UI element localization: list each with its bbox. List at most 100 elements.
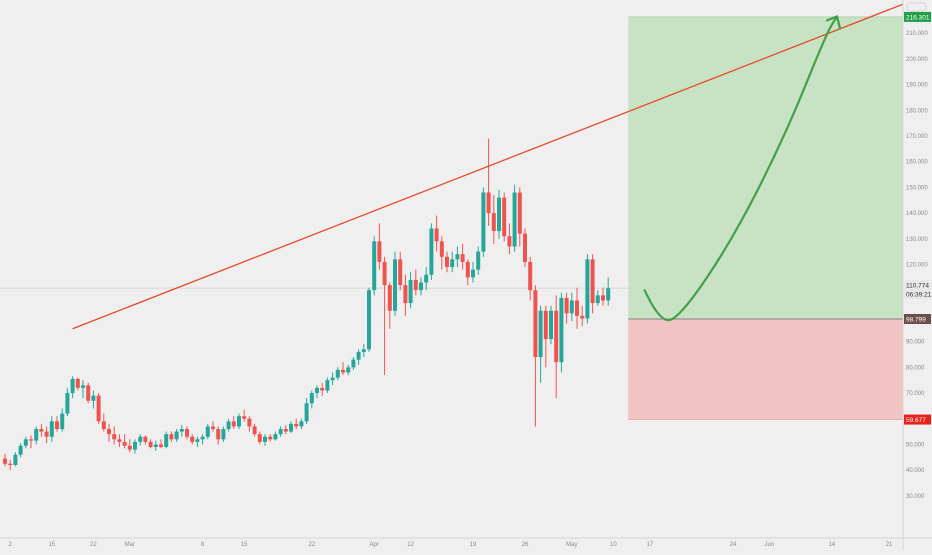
candle-down[interactable] [283,429,288,432]
candle-down[interactable] [143,436,148,442]
loss-zone[interactable] [628,319,932,420]
candle-up[interactable] [346,367,351,373]
candle-up[interactable] [65,393,70,414]
candle-up[interactable] [13,454,18,466]
candle-down[interactable] [575,300,579,316]
candle-up[interactable] [309,393,314,404]
candle-up[interactable] [512,192,517,247]
candle-down[interactable] [341,369,345,373]
candle-down[interactable] [543,310,548,340]
candle-down[interactable] [528,261,533,291]
candle-up[interactable] [450,259,455,268]
candle-down[interactable] [169,434,174,440]
candle-up[interactable] [569,300,574,314]
candle-up[interactable] [138,436,143,442]
candle-down[interactable] [3,458,7,464]
candle-up[interactable] [153,444,158,448]
projection-arrow[interactable] [643,15,839,322]
candle-down[interactable] [403,285,408,304]
candle-down[interactable] [75,378,80,388]
candle-up[interactable] [70,378,75,394]
candle-down[interactable] [159,444,163,448]
candle-down[interactable] [101,421,106,430]
candle-down[interactable] [231,421,236,427]
candle-up[interactable] [237,416,241,427]
candle-down[interactable] [486,192,491,214]
candle-down[interactable] [533,290,538,358]
candle-down[interactable] [148,441,153,448]
candle-down[interactable] [252,426,257,435]
candle-up[interactable] [335,369,340,378]
candle-down[interactable] [55,421,59,430]
candle-up[interactable] [289,423,293,432]
candle-up[interactable] [18,445,23,455]
candle-down[interactable] [112,434,117,440]
candle-down[interactable] [127,445,132,450]
candle-down[interactable] [398,259,403,286]
candle-up[interactable] [174,431,179,440]
axis-settings-icon[interactable] [906,2,927,12]
candle-up[interactable] [179,429,184,432]
candle-down[interactable] [382,261,387,286]
candle-down[interactable] [190,436,195,442]
candle-up[interactable] [424,274,429,283]
profit-zone[interactable] [628,16,932,320]
candle-down[interactable] [29,439,33,441]
candle-up[interactable] [304,403,309,422]
candle-down[interactable] [517,192,522,234]
candle-up[interactable] [195,439,200,442]
candle-up[interactable] [221,429,226,440]
candle-up[interactable] [476,251,481,270]
candle-up[interactable] [419,282,423,291]
candle-up[interactable] [200,436,205,440]
candle-down[interactable] [377,241,382,262]
candle-up[interactable] [205,426,210,437]
candle-up[interactable] [226,421,231,430]
candle-up[interactable] [606,288,611,301]
candle-up[interactable] [471,269,475,278]
candle-down[interactable] [216,429,221,440]
candle-up[interactable] [49,421,54,437]
candle-down[interactable] [507,236,512,247]
candle-up[interactable] [408,279,413,304]
candle-down[interactable] [445,256,449,268]
candle-up[interactable] [595,295,600,304]
candle-up[interactable] [585,259,590,319]
candle-down[interactable] [580,315,585,319]
candle-down[interactable] [439,241,444,257]
candle-down[interactable] [590,259,595,304]
candle-up[interactable] [278,429,283,435]
candle-up[interactable] [559,297,564,363]
candle-down[interactable] [86,385,91,401]
candle-up[interactable] [538,310,543,358]
candle-up[interactable] [315,387,319,394]
candle-down[interactable] [211,426,215,430]
candle-down[interactable] [601,295,605,301]
candle-up[interactable] [91,395,96,401]
candle-up[interactable] [325,380,330,391]
candle-down[interactable] [320,387,325,391]
candle-up[interactable] [81,385,85,388]
candle-down[interactable] [564,297,569,314]
candle-up[interactable] [351,359,356,368]
candle-down[interactable] [96,395,101,422]
candle-down[interactable] [257,434,262,442]
candle-down[interactable] [491,213,496,232]
candle-down[interactable] [523,233,527,262]
candle-down[interactable] [242,416,247,419]
candle-up[interactable] [361,349,366,352]
candle-down[interactable] [117,439,122,442]
candle-up[interactable] [263,436,267,442]
candle-down[interactable] [44,431,49,437]
candle-up[interactable] [372,241,377,291]
candle-up[interactable] [133,441,137,450]
candle-up[interactable] [497,197,501,232]
candle-up[interactable] [23,439,28,446]
candle-up[interactable] [330,377,335,381]
candle-up[interactable] [429,228,434,275]
candle-down[interactable] [434,228,439,242]
candle-down[interactable] [268,436,273,440]
candle-up[interactable] [164,434,169,448]
candle-up[interactable] [549,310,553,340]
